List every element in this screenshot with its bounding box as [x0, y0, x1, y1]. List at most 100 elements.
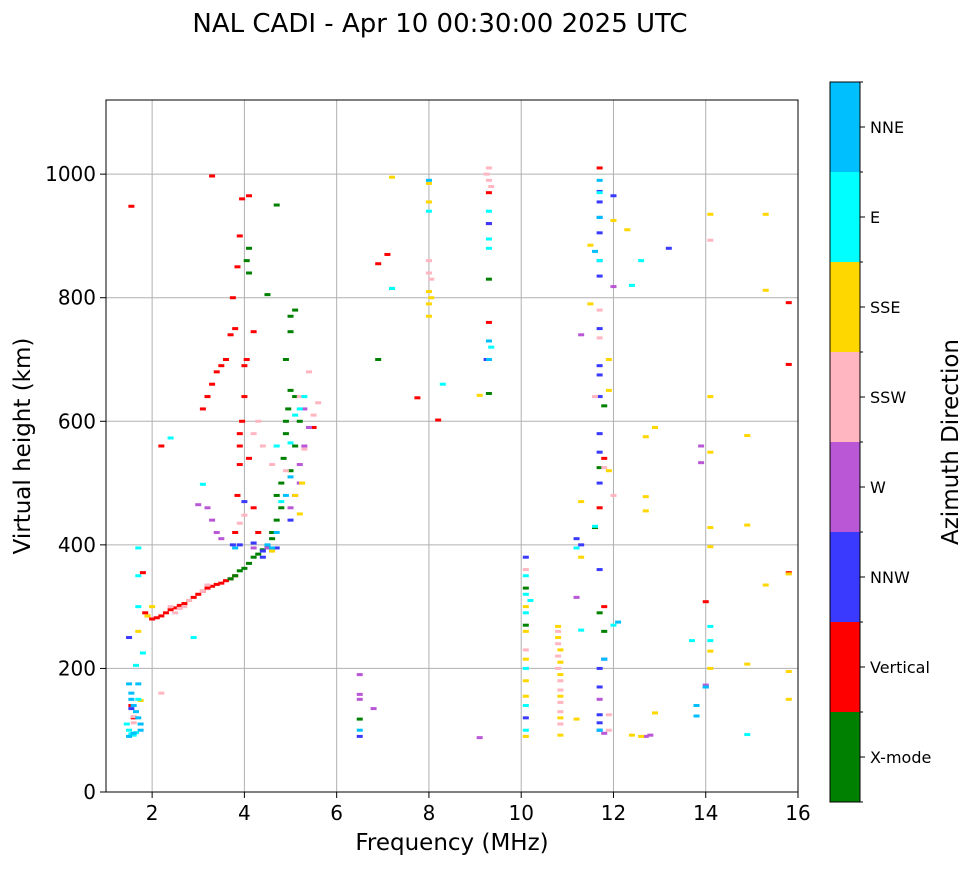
- echo-point: [384, 252, 391, 256]
- echo-point: [172, 611, 179, 615]
- echo-point: [246, 271, 253, 275]
- echo-point: [573, 595, 580, 599]
- echo-point: [522, 605, 529, 609]
- x-axis-label: Frequency (MHz): [355, 830, 548, 856]
- colorbar-tick-label: SSE: [870, 298, 900, 317]
- echo-point: [642, 734, 649, 738]
- echo-point: [522, 657, 529, 661]
- echo-point: [610, 194, 617, 198]
- echo-point: [282, 432, 289, 436]
- echo-point: [296, 407, 303, 411]
- echo-point: [241, 395, 248, 399]
- echo-point: [744, 662, 751, 666]
- echo-point: [126, 734, 133, 738]
- echo-point: [578, 628, 585, 632]
- echo-point: [587, 302, 594, 306]
- echo-point: [280, 456, 287, 460]
- echo-point: [232, 327, 239, 331]
- echo-point: [596, 166, 603, 170]
- echo-point: [250, 555, 257, 559]
- echo-point: [596, 308, 603, 312]
- echo-point: [647, 733, 654, 737]
- echo-point: [610, 285, 617, 289]
- echo-point: [243, 358, 250, 361]
- echo-point: [246, 194, 253, 198]
- echo-point: [762, 288, 769, 292]
- echo-point: [693, 704, 700, 707]
- echo-point: [246, 246, 253, 250]
- echo-point: [744, 733, 751, 737]
- echo-point: [310, 413, 317, 417]
- echo-point: [601, 657, 608, 661]
- echo-point: [213, 531, 220, 534]
- echo-point: [139, 571, 146, 575]
- echo-point: [310, 425, 317, 429]
- echo-point: [702, 600, 709, 604]
- echo-point: [199, 589, 206, 593]
- echo-point: [241, 364, 248, 368]
- echo-point: [296, 419, 303, 423]
- echo-point: [596, 481, 603, 485]
- echo-point: [137, 728, 144, 732]
- echo-point: [232, 546, 239, 550]
- echo-point: [592, 249, 599, 253]
- plot-frame: [105, 99, 799, 793]
- echo-point: [522, 728, 529, 732]
- series-e: [123, 191, 751, 737]
- echo-point: [222, 579, 229, 583]
- echo-point: [557, 716, 564, 720]
- echo-point: [522, 704, 529, 707]
- echo-point: [264, 293, 271, 297]
- echo-point: [149, 605, 156, 609]
- x-tick-label: 10: [508, 801, 533, 825]
- echo-point: [425, 302, 432, 306]
- y-axis-ticks: 0 200 400 600 800 1000: [45, 162, 106, 804]
- echo-point: [425, 314, 432, 318]
- echo-point: [522, 629, 529, 633]
- echo-point: [522, 666, 529, 670]
- echo-point: [707, 395, 714, 399]
- echo-point: [522, 555, 529, 559]
- echo-point: [665, 246, 672, 250]
- echo-point: [596, 178, 603, 182]
- echo-point: [204, 583, 211, 587]
- echo-point: [425, 259, 432, 263]
- echo-point: [209, 174, 216, 178]
- echo-point: [190, 636, 197, 640]
- echo-point: [130, 721, 137, 725]
- colorbar: X-mode Vertical NNW W SSW SSE E NNE: [829, 81, 931, 803]
- echo-point: [246, 561, 253, 565]
- echo-point: [259, 555, 266, 559]
- echo-point: [605, 728, 612, 732]
- echo-point: [693, 714, 700, 718]
- echo-point: [236, 569, 243, 573]
- echo-point: [596, 432, 603, 436]
- echo-point: [135, 697, 142, 701]
- echo-point: [370, 707, 377, 711]
- echo-point: [596, 215, 603, 219]
- echo-point: [578, 543, 585, 547]
- echo-point: [596, 274, 603, 278]
- echo-point: [209, 382, 216, 386]
- echo-point: [236, 521, 243, 525]
- echo-point: [414, 396, 421, 400]
- echo-point: [278, 481, 285, 485]
- series-nne: [126, 178, 709, 738]
- echo-point: [592, 395, 599, 399]
- echo-point: [601, 731, 608, 735]
- echo-point: [702, 685, 709, 689]
- echo-point: [130, 733, 137, 737]
- echo-point: [555, 654, 562, 658]
- echo-point: [137, 722, 144, 726]
- echo-point: [596, 611, 603, 615]
- echo-point: [130, 715, 137, 719]
- echo-point: [596, 666, 603, 670]
- echo-point: [162, 611, 169, 615]
- echo-point: [638, 259, 645, 263]
- colorbar-tick-label: NNE: [870, 118, 904, 137]
- echo-point: [557, 733, 564, 737]
- echo-point: [485, 339, 492, 343]
- echo-point: [601, 629, 608, 633]
- colorbar-segment: [830, 712, 860, 802]
